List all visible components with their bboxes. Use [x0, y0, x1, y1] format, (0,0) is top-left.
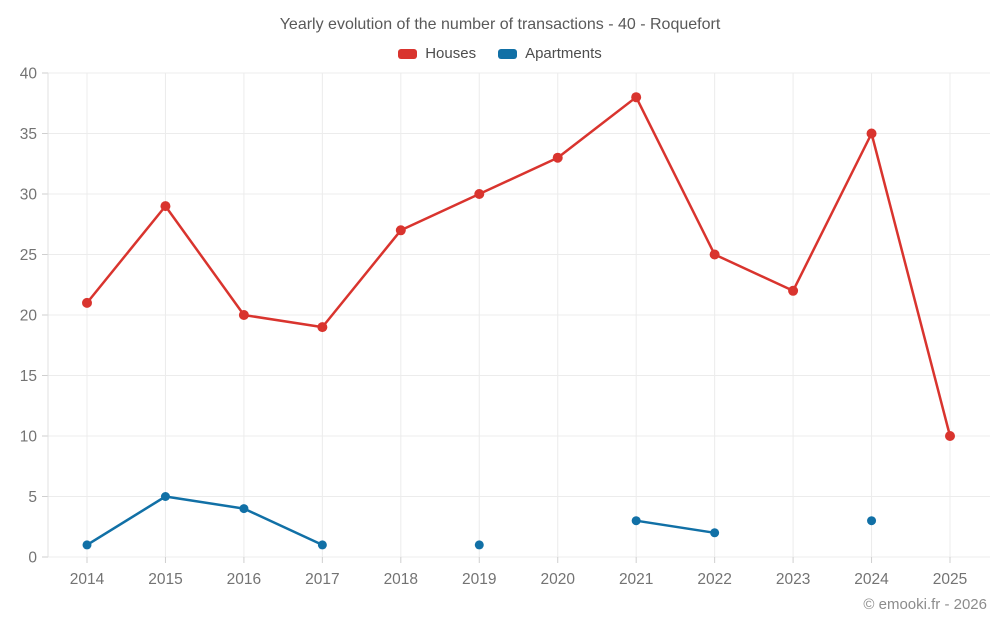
x-axis-tick-label: 2016: [227, 571, 261, 588]
x-axis-tick-label: 2023: [776, 571, 810, 588]
legend: Houses Apartments: [0, 45, 1000, 62]
y-axis-tick-label: 15: [20, 368, 37, 385]
y-axis-tick-label: 5: [28, 489, 37, 506]
y-axis-tick-label: 0: [28, 549, 37, 566]
data-point-houses-2014[interactable]: [82, 297, 92, 308]
y-axis-tick-label: 20: [20, 307, 38, 324]
data-point-apartments-2015[interactable]: [160, 492, 170, 501]
data-point-houses-2022[interactable]: [709, 249, 720, 260]
y-axis-tick-label: 35: [20, 126, 37, 143]
data-point-apartments-2014[interactable]: [82, 540, 92, 550]
data-point-apartments-2022[interactable]: [710, 528, 720, 538]
data-point-apartments-2019[interactable]: [474, 540, 484, 550]
data-point-houses-2017[interactable]: [317, 322, 328, 333]
series-line-apartments: [634, 519, 716, 535]
data-point-apartments-2016[interactable]: [239, 504, 249, 514]
legend-item-apartments[interactable]: Apartments: [498, 45, 602, 62]
x-axis-tick-label: 2021: [619, 571, 653, 588]
data-point-apartments-2021[interactable]: [631, 516, 641, 526]
x-axis-tick-label: 2019: [462, 571, 496, 588]
apartments-swatch-icon: [498, 48, 518, 59]
x-axis-tick-label: 2020: [540, 571, 575, 588]
data-point-apartments-2017[interactable]: [317, 540, 327, 550]
x-axis-tick-label: 2022: [697, 571, 731, 588]
data-point-houses-2025[interactable]: [945, 431, 955, 441]
x-axis-tick-label: 2024: [854, 571, 889, 588]
x-axis-tick-label: 2025: [933, 571, 967, 588]
series-line-apartments: [85, 495, 324, 547]
legend-label-apartments: Apartments: [525, 45, 602, 62]
data-point-houses-2023[interactable]: [788, 285, 799, 296]
data-point-houses-2024[interactable]: [866, 128, 877, 139]
y-axis-tick-label: 40: [20, 65, 38, 82]
legend-item-houses[interactable]: Houses: [398, 45, 476, 62]
data-point-houses-2019[interactable]: [474, 189, 485, 199]
legend-label-houses: Houses: [425, 45, 477, 62]
y-axis-tick-label: 30: [20, 186, 38, 203]
data-point-houses-2021[interactable]: [631, 92, 642, 103]
data-point-houses-2018[interactable]: [395, 225, 406, 236]
houses-swatch-icon: [398, 48, 418, 59]
chart-title: Yearly evolution of the number of transa…: [279, 16, 721, 33]
y-axis-tick-label: 25: [20, 247, 37, 264]
series-line-houses: [85, 95, 952, 438]
x-axis-tick-label: 2018: [384, 571, 418, 588]
x-axis-tick-label: 2015: [148, 571, 182, 588]
x-axis-tick-label: 2014: [70, 571, 105, 588]
data-point-houses-2020[interactable]: [552, 152, 563, 163]
data-point-houses-2016[interactable]: [238, 310, 249, 320]
y-axis-tick-label: 10: [20, 428, 38, 445]
data-point-houses-2015[interactable]: [160, 201, 171, 212]
data-point-apartments-2024[interactable]: [867, 516, 877, 526]
copyright-text: © emooki.fr - 2026: [863, 596, 987, 613]
x-axis-tick-label: 2017: [305, 571, 339, 588]
